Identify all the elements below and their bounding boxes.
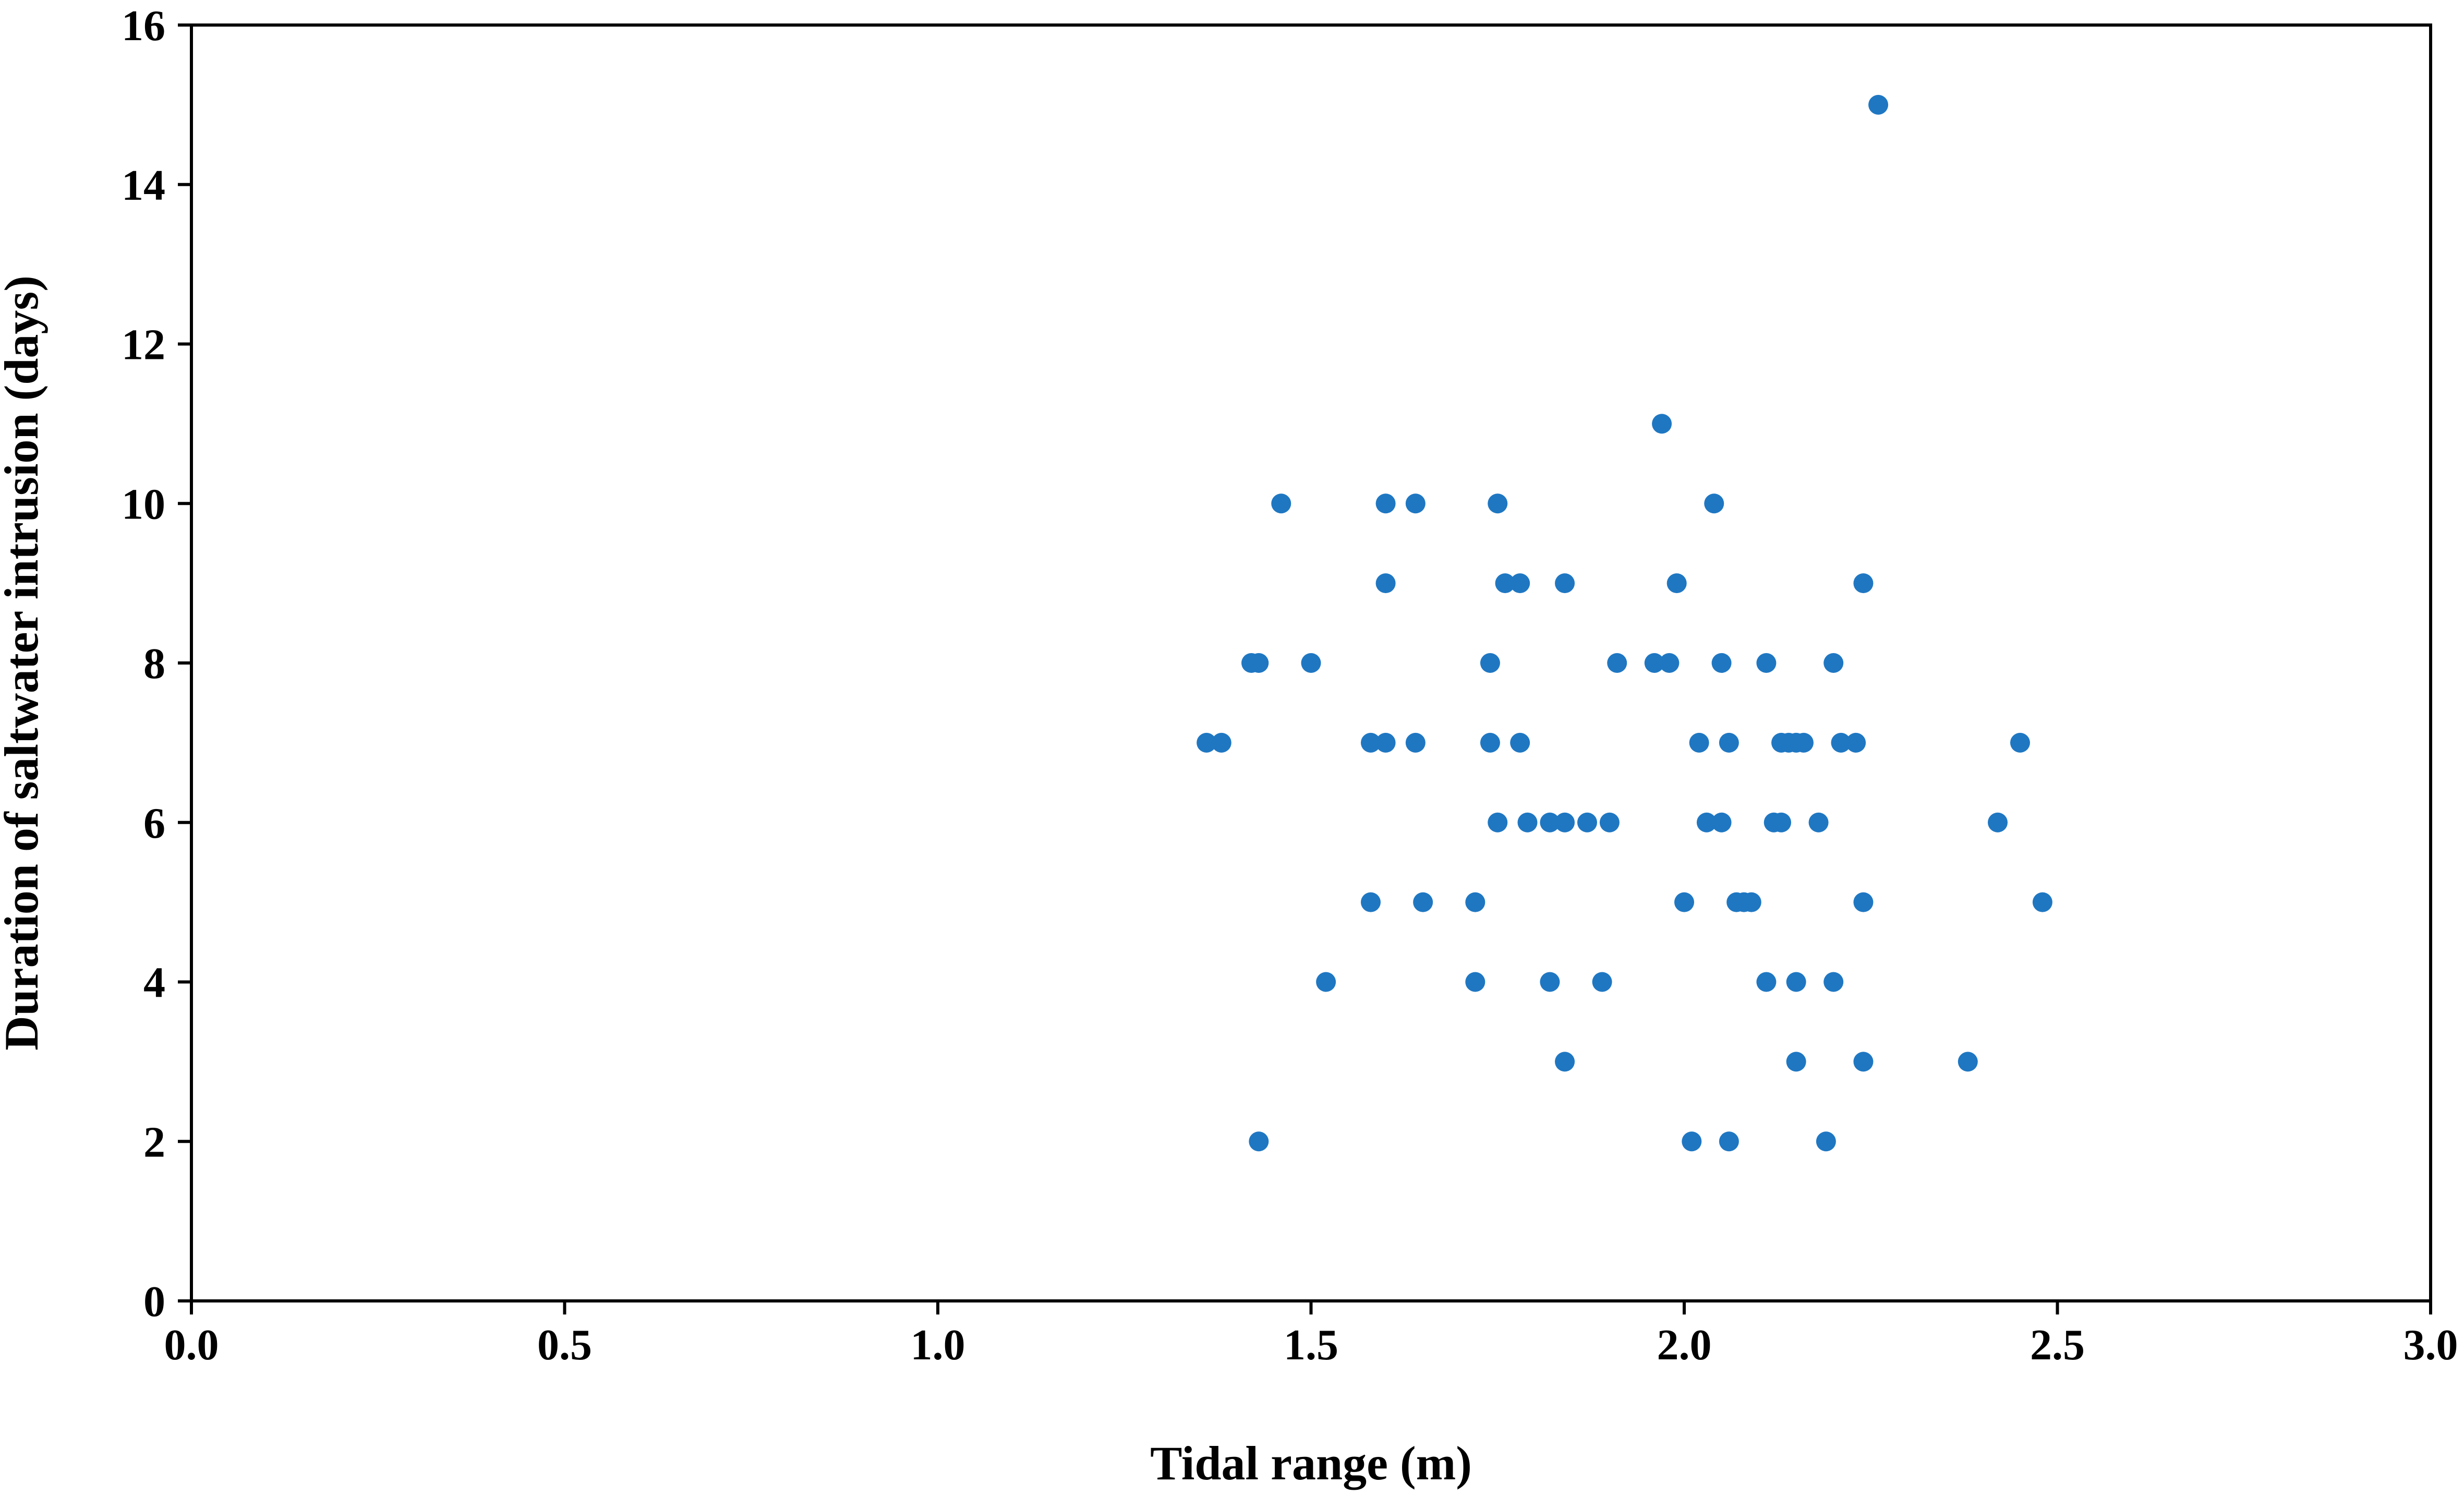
data-point (1958, 1052, 1978, 1072)
data-point (1786, 972, 1806, 992)
y-tick-label: 0 (143, 1277, 165, 1326)
data-point (1868, 94, 1889, 115)
x-tick-label: 3.0 (2403, 1321, 2458, 1369)
data-point (1644, 653, 1664, 673)
x-tick-label: 0.5 (537, 1321, 592, 1369)
data-point (1540, 812, 1560, 833)
x-axis-ticks: 0.0 0.5 1.0 1.5 2.0 2.5 3.0 (164, 1301, 2458, 1369)
data-point (1696, 812, 1717, 833)
data-point (1846, 732, 1866, 753)
data-point (1816, 1131, 1836, 1152)
data-point (1756, 972, 1777, 992)
data-point (1480, 732, 1500, 753)
data-point (1465, 972, 1485, 992)
data-point (1465, 892, 1485, 912)
x-tick-label: 2.0 (1657, 1321, 1712, 1369)
data-point (1211, 732, 1231, 753)
data-point (1674, 892, 1694, 912)
data-point (1853, 1052, 1874, 1072)
data-point (1405, 732, 1426, 753)
data-point (1793, 732, 1814, 753)
data-point (1704, 493, 1724, 514)
data-point (1249, 653, 1269, 673)
data-point (1413, 892, 1433, 912)
x-tick-label: 2.5 (2030, 1321, 2085, 1369)
data-point (1711, 653, 1732, 673)
data-point (1853, 573, 1874, 594)
data-point (1480, 653, 1500, 673)
y-tick-label: 16 (122, 2, 165, 50)
data-point (1719, 1131, 1739, 1152)
data-point (1488, 493, 1508, 514)
data-point (1607, 653, 1627, 673)
data-point (1577, 812, 1597, 833)
data-points (1197, 94, 2052, 1152)
x-tick-label: 1.0 (911, 1321, 965, 1369)
y-axis-title: Duration of saltwater intrusion (days) (0, 275, 48, 1051)
y-tick-label: 14 (122, 161, 165, 210)
data-point (1823, 972, 1844, 992)
y-tick-label: 6 (143, 799, 165, 848)
data-point (1510, 732, 1530, 753)
data-point (1540, 972, 1560, 992)
data-point (1271, 493, 1291, 514)
data-point (1555, 812, 1575, 833)
data-point (1682, 1131, 1702, 1152)
data-point (1360, 732, 1381, 753)
data-point (1823, 653, 1844, 673)
x-axis-title: Tidal range (m) (1150, 1437, 1472, 1490)
data-point (1555, 1052, 1575, 1072)
data-point (1741, 892, 1761, 912)
data-point (1375, 573, 1396, 594)
data-point (2032, 892, 2052, 912)
data-point (1988, 812, 2008, 833)
data-point (1689, 732, 1709, 753)
data-point (1831, 732, 1851, 753)
data-point (1808, 812, 1829, 833)
data-point (1375, 732, 1396, 753)
data-point (1756, 653, 1777, 673)
y-tick-label: 12 (122, 321, 165, 369)
data-point (1853, 892, 1874, 912)
data-point (1771, 812, 1792, 833)
data-point (1197, 732, 1217, 753)
data-point (1249, 1131, 1269, 1152)
data-point (1652, 414, 1672, 434)
data-point (1316, 972, 1336, 992)
data-point (1719, 732, 1739, 753)
data-point (1555, 573, 1575, 594)
data-point (1360, 892, 1381, 912)
data-point (1510, 573, 1530, 594)
data-point (1301, 653, 1321, 673)
data-point (1786, 1052, 1806, 1072)
data-point (1599, 812, 1620, 833)
y-tick-label: 10 (122, 480, 165, 528)
data-point (2010, 732, 2030, 753)
data-point (1488, 812, 1508, 833)
y-axis-ticks: 0 2 4 6 8 10 12 14 16 (122, 2, 191, 1326)
x-tick-label: 0.0 (164, 1321, 219, 1369)
data-point (1405, 493, 1426, 514)
data-point (1375, 493, 1396, 514)
y-tick-label: 4 (143, 959, 165, 1007)
data-point (1592, 972, 1612, 992)
data-point (1711, 812, 1732, 833)
x-tick-label: 1.5 (1284, 1321, 1338, 1369)
y-tick-label: 8 (143, 640, 165, 688)
data-point (1495, 573, 1515, 594)
data-point (1517, 812, 1538, 833)
data-point (1659, 653, 1680, 673)
data-point (1666, 573, 1687, 594)
y-tick-label: 2 (143, 1118, 165, 1166)
